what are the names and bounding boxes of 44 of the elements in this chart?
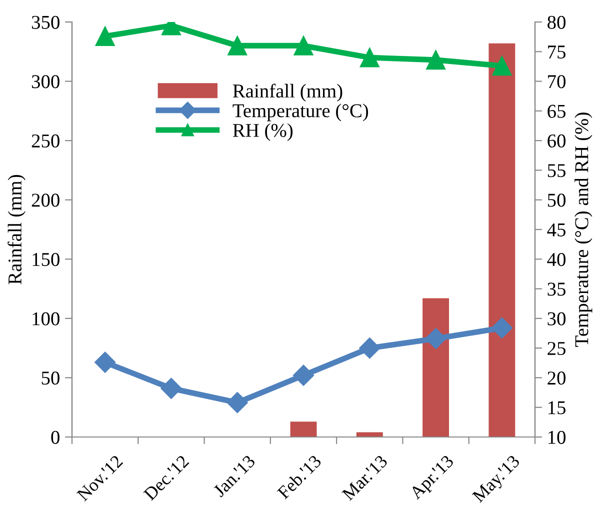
y2-tick-label: 25	[548, 342, 566, 356]
bar	[422, 298, 450, 437]
point	[359, 338, 380, 359]
point	[226, 392, 248, 414]
y-tick-label: 0	[51, 430, 60, 444]
y2-tick-label: 40	[547, 252, 566, 266]
y2-tick-label: 75	[548, 46, 566, 59]
y-tick-label: 50	[42, 372, 60, 385]
y2-axis-title: Temperature (°C) and RH (%)	[574, 112, 592, 347]
y2-tick-label: 55	[548, 164, 566, 178]
legend-label: Rainfall (mm)	[232, 84, 342, 102]
point	[425, 328, 446, 350]
point	[360, 48, 380, 68]
point	[426, 50, 446, 70]
y2-tick-label: 70	[548, 75, 566, 88]
y-tick-label: 250	[32, 134, 60, 148]
point	[491, 317, 512, 338]
y2-tick-label: 60	[548, 134, 566, 148]
bar	[488, 43, 516, 437]
point	[292, 364, 314, 386]
y-tick-label: 350	[32, 16, 60, 29]
y2-tick-label: 20	[548, 372, 566, 385]
y2-tick-label: 50	[548, 194, 566, 207]
y2-tick-label: 45	[547, 223, 566, 236]
legend-label: RH (%)	[232, 123, 293, 141]
y-axis-title: Rainfall (mm)	[8, 175, 26, 284]
y2-tick-label: 10	[548, 430, 566, 444]
y-tick-label: 100	[32, 312, 60, 326]
y-tick-label: 300	[32, 75, 60, 88]
point	[294, 36, 314, 56]
y2-tick-label: 65	[548, 104, 566, 118]
bar	[290, 422, 317, 437]
point	[228, 36, 248, 56]
y2-tick-label: 15	[548, 401, 566, 414]
point	[94, 352, 116, 373]
y2-tick-label: 35	[548, 282, 566, 296]
point	[95, 26, 115, 46]
legend-label: Temperature (°C)	[232, 104, 368, 122]
point	[492, 56, 512, 76]
point	[160, 378, 182, 399]
y2-tick-label: 80	[548, 16, 566, 29]
y-tick-label: 200	[32, 194, 60, 207]
y2-tick-label: 30	[548, 312, 566, 326]
y-tick-label: 150	[32, 252, 60, 266]
